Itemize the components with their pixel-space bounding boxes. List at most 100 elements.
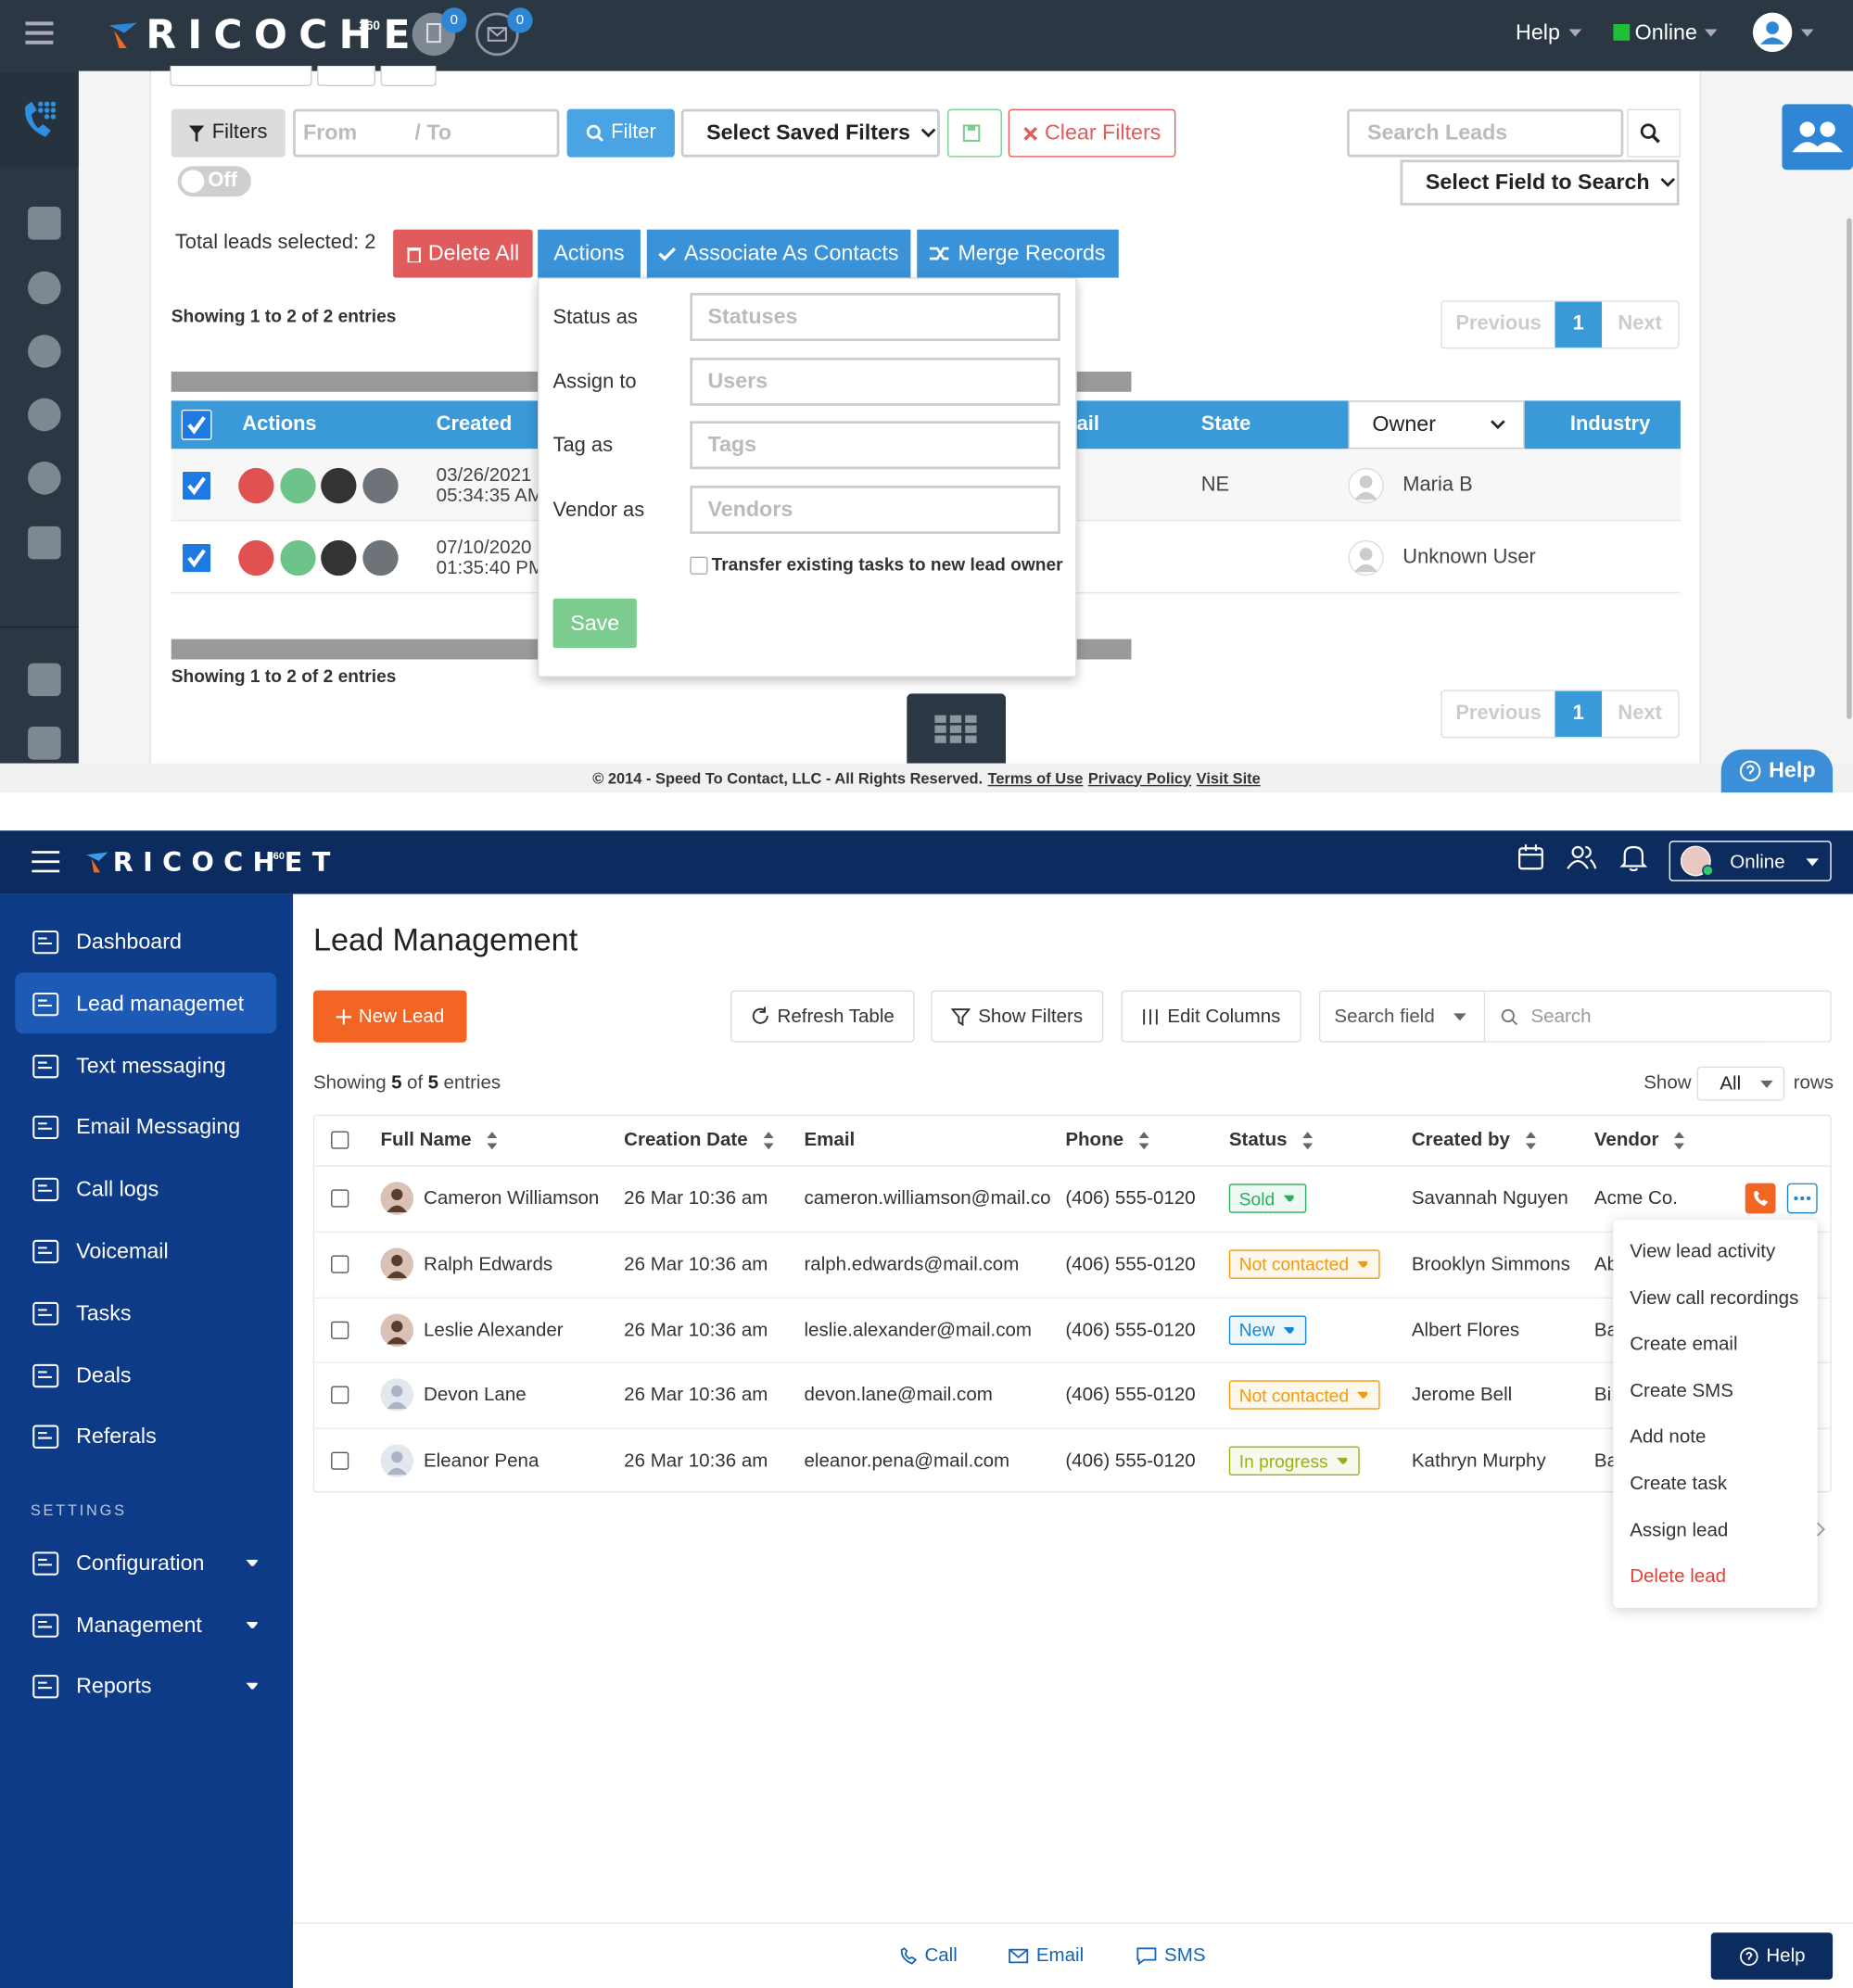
sidebar-icon[interactable] xyxy=(28,271,61,305)
sidebar-icon[interactable] xyxy=(28,727,61,760)
row-checkbox[interactable] xyxy=(331,1387,349,1405)
menu-item[interactable]: Add note xyxy=(1630,1426,1707,1449)
sidebar-icon[interactable] xyxy=(28,335,61,368)
bottom-call[interactable]: Call xyxy=(899,1944,958,1966)
field-input[interactable]: Vendors xyxy=(690,485,1060,534)
sidebar-icon[interactable] xyxy=(28,663,61,697)
nav-item[interactable]: Referals xyxy=(76,1425,157,1450)
date-range[interactable] xyxy=(293,108,560,158)
nav-item[interactable]: Deals xyxy=(76,1362,132,1387)
search-button[interactable] xyxy=(1627,108,1681,158)
menu-item[interactable]: Assign lead xyxy=(1630,1519,1729,1541)
save-filter-button[interactable] xyxy=(947,108,1002,158)
row-checkbox[interactable] xyxy=(331,1451,349,1471)
tab-button[interactable] xyxy=(317,66,375,87)
field-input[interactable]: Tags xyxy=(690,421,1060,470)
footer-link[interactable]: Visit Site xyxy=(1196,768,1261,787)
row-checkbox[interactable] xyxy=(331,1255,349,1273)
previous-button[interactable]: Previous xyxy=(1455,312,1542,336)
sort-icon[interactable] xyxy=(1301,1131,1313,1149)
menu-item[interactable]: View lead activity xyxy=(1630,1240,1776,1263)
row-action-button[interactable] xyxy=(238,467,274,504)
status-pill[interactable]: New xyxy=(1228,1314,1307,1345)
sort-icon[interactable] xyxy=(1138,1131,1149,1149)
search-field-select[interactable]: Select Field to Search xyxy=(1400,159,1680,206)
status-dropdown[interactable] xyxy=(1669,841,1832,881)
nav-item[interactable]: Voicemail xyxy=(76,1238,169,1263)
sort-icon[interactable] xyxy=(1673,1131,1684,1149)
nav-item[interactable]: Configuration xyxy=(76,1551,205,1576)
sort-icon[interactable] xyxy=(763,1131,773,1149)
user-avatar[interactable] xyxy=(1752,12,1793,53)
field-input[interactable]: Users xyxy=(690,357,1060,406)
row-action-button[interactable] xyxy=(279,467,316,504)
checkbox[interactable] xyxy=(181,470,212,501)
associate-button[interactable]: Associate As Contacts xyxy=(646,229,911,278)
menu-item[interactable]: View call recordings xyxy=(1630,1286,1799,1310)
tab-button[interactable] xyxy=(380,66,437,87)
page-button[interactable]: 1 xyxy=(1555,690,1603,737)
show-filters-button[interactable]: Show Filters xyxy=(931,990,1104,1043)
previous-button[interactable]: Previous xyxy=(1455,703,1542,725)
grid-button[interactable] xyxy=(907,693,1007,764)
bottom-sms[interactable]: SMS xyxy=(1136,1944,1206,1966)
delete-all-button[interactable]: Delete All xyxy=(393,229,533,278)
status-pill[interactable]: In progress xyxy=(1228,1446,1360,1476)
new-lead-button[interactable]: New Lead xyxy=(312,990,467,1043)
menu-item[interactable]: Delete lead xyxy=(1630,1565,1727,1588)
nav-item[interactable]: Dashboard xyxy=(76,929,182,954)
sidebar-icon[interactable] xyxy=(28,207,61,240)
footer-link[interactable]: Terms of Use xyxy=(987,768,1084,787)
search-leads-input[interactable]: Search Leads xyxy=(1347,108,1624,158)
row-checkbox[interactable] xyxy=(331,1321,349,1339)
sidebar-icon[interactable] xyxy=(28,398,61,432)
tab-button[interactable] xyxy=(170,66,312,87)
rows-select[interactable]: All xyxy=(1696,1066,1785,1101)
sort-icon[interactable] xyxy=(1525,1131,1536,1149)
nav-item[interactable]: Call logs xyxy=(76,1176,159,1201)
status-menu[interactable]: Online xyxy=(1634,19,1697,44)
search-input[interactable]: Search xyxy=(1485,990,1832,1043)
bottom-email[interactable]: Email xyxy=(1009,1944,1084,1966)
help-menu[interactable]: Help xyxy=(1516,19,1560,44)
call-lead-button[interactable] xyxy=(1745,1183,1776,1214)
next-button[interactable]: Next xyxy=(1618,703,1662,725)
row-action-button[interactable] xyxy=(279,539,316,576)
search-field-dropdown[interactable]: Search field xyxy=(1318,990,1486,1043)
saved-filters-select[interactable]: Select Saved Filters xyxy=(680,108,940,158)
row-action-button[interactable] xyxy=(238,539,274,576)
row-checkbox[interactable] xyxy=(331,1189,349,1208)
nav-item[interactable]: Reports xyxy=(76,1674,152,1699)
row-action-button[interactable] xyxy=(321,467,357,504)
menu-item[interactable]: Create SMS xyxy=(1630,1380,1733,1402)
footer-link[interactable]: Privacy Policy xyxy=(1087,768,1192,787)
field-input[interactable]: Statuses xyxy=(690,293,1060,342)
status-pill[interactable]: Sold xyxy=(1228,1184,1307,1213)
nav-item[interactable]: Lead managemet xyxy=(76,991,245,1016)
sidebar-icon[interactable] xyxy=(28,462,61,495)
filters-button[interactable]: Filters xyxy=(171,108,286,158)
save-button[interactable]: Save xyxy=(552,598,637,649)
refresh-button[interactable]: Refresh Table xyxy=(730,990,915,1043)
checkbox[interactable] xyxy=(181,542,212,574)
help-button[interactable]: Help xyxy=(1710,1932,1834,1980)
more-button[interactable] xyxy=(1786,1183,1818,1214)
status-pill[interactable]: Not contacted xyxy=(1228,1249,1381,1279)
clear-filters-button[interactable]: Clear Filters xyxy=(1008,108,1176,158)
row-action-button[interactable] xyxy=(362,467,398,504)
checkbox[interactable] xyxy=(181,409,212,440)
help-button[interactable]: Help xyxy=(1720,749,1834,793)
nav-item[interactable]: Management xyxy=(76,1612,202,1637)
edit-columns-button[interactable]: Edit Columns xyxy=(1121,990,1301,1043)
next-button[interactable]: Next xyxy=(1618,312,1662,336)
actions-button[interactable]: Actions xyxy=(538,229,641,278)
nav-item[interactable]: Tasks xyxy=(76,1300,132,1325)
sidebar-icon[interactable] xyxy=(28,525,61,560)
menu-item[interactable]: Create task xyxy=(1630,1473,1728,1495)
status-pill[interactable]: Not contacted xyxy=(1228,1380,1381,1411)
nav-item[interactable]: Text messaging xyxy=(76,1053,226,1078)
sort-icon[interactable] xyxy=(486,1131,497,1149)
panel-button[interactable] xyxy=(1782,104,1853,171)
transfer-checkbox[interactable] xyxy=(690,556,708,575)
page-button[interactable]: 1 xyxy=(1555,301,1603,348)
